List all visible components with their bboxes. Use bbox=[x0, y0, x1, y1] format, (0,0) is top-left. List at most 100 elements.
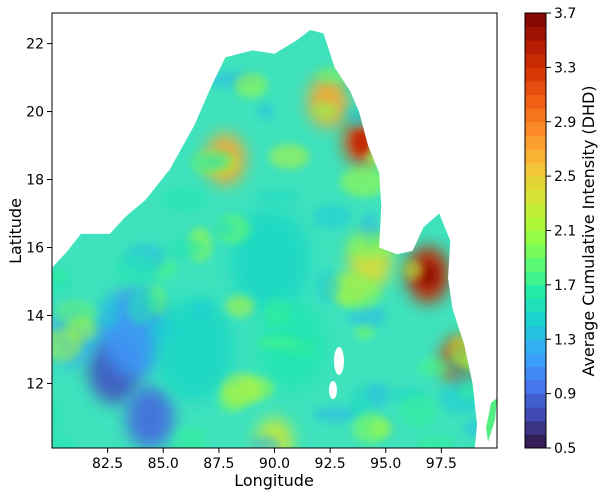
colorbar-band bbox=[525, 284, 546, 299]
intensity-feature bbox=[154, 297, 235, 402]
texture-patch bbox=[348, 386, 372, 421]
texture-patch bbox=[355, 325, 375, 339]
colorbar-band bbox=[525, 325, 546, 340]
colorbar-band bbox=[525, 53, 546, 68]
texture-patch bbox=[52, 268, 68, 284]
texture-patch bbox=[112, 253, 158, 286]
texture-patch bbox=[225, 295, 255, 318]
x-tick-label: 97.5 bbox=[426, 456, 457, 472]
coast-fragment bbox=[486, 398, 497, 442]
x-tick-label: 82.5 bbox=[92, 456, 123, 472]
colorbar-band bbox=[525, 94, 546, 109]
colorbar-tick-label: 1.3 bbox=[554, 332, 576, 348]
texture-patch bbox=[165, 239, 205, 259]
colorbar-tick-label: 3.3 bbox=[554, 60, 576, 76]
colorbar-tick-label: 2.5 bbox=[554, 169, 576, 185]
colorbar-tick-label: 1.7 bbox=[554, 278, 576, 294]
y-axis: 12 14 16 18 20 22 bbox=[26, 37, 52, 392]
texture-patch bbox=[172, 425, 209, 448]
colorbar-band bbox=[525, 434, 546, 449]
colorbar-bands bbox=[525, 13, 546, 449]
texture-patch bbox=[269, 143, 310, 169]
texture-patch bbox=[316, 269, 340, 304]
colorbar-label: Average Cumulative Intensity (DHD) bbox=[579, 85, 598, 376]
texture-patch bbox=[340, 166, 388, 197]
colorbar-band bbox=[525, 216, 546, 231]
texture-patch bbox=[255, 189, 301, 203]
x-tick-label: 90.0 bbox=[259, 456, 290, 472]
colorbar-band bbox=[525, 40, 546, 55]
colorbar-band bbox=[525, 203, 546, 218]
colorbar-band bbox=[525, 121, 546, 136]
nodata-hole bbox=[334, 347, 344, 375]
texture-patch bbox=[257, 104, 275, 119]
colorbar-band bbox=[525, 230, 546, 245]
y-tick-label: 12 bbox=[26, 376, 44, 392]
texture-patch bbox=[257, 336, 298, 349]
intensity-feature bbox=[230, 209, 310, 314]
intensity-feature bbox=[125, 386, 174, 448]
texture-patch bbox=[262, 298, 292, 328]
texture-patch bbox=[312, 204, 352, 229]
colorbar-band bbox=[525, 420, 546, 435]
texture-patch bbox=[52, 434, 76, 448]
y-tick-label: 20 bbox=[26, 105, 44, 121]
colorbar-band bbox=[525, 407, 546, 422]
x-tick-label: 95.0 bbox=[370, 456, 401, 472]
texture-patch bbox=[215, 221, 234, 236]
texture-patch bbox=[66, 316, 96, 342]
texture-patch bbox=[348, 305, 386, 329]
y-tick-label: 14 bbox=[26, 308, 44, 324]
colorbar-band bbox=[525, 393, 546, 408]
texture-patch bbox=[191, 155, 228, 171]
colorbar-band bbox=[525, 271, 546, 286]
texture-patch bbox=[52, 398, 64, 429]
x-tick-label: 92.5 bbox=[315, 456, 346, 472]
nodata-hole bbox=[329, 381, 337, 399]
texture-patch bbox=[415, 433, 456, 448]
texture-patch bbox=[352, 413, 388, 444]
texture-patch bbox=[312, 102, 337, 120]
texture-patch bbox=[234, 72, 268, 99]
colorbar-band bbox=[525, 312, 546, 327]
texture-patch bbox=[403, 260, 424, 281]
colorbar-band bbox=[525, 244, 546, 259]
texture-patch bbox=[464, 419, 477, 438]
x-tick-label: 85.0 bbox=[148, 456, 179, 472]
y-tick-label: 22 bbox=[26, 37, 44, 53]
colorbar-band bbox=[525, 162, 546, 177]
texture-patch bbox=[148, 320, 177, 339]
intensity-feature bbox=[307, 75, 348, 128]
colorbar-band bbox=[525, 189, 546, 204]
y-axis-label: Latitude bbox=[6, 198, 25, 264]
y-tick-label: 18 bbox=[26, 173, 44, 189]
x-axis: 82.5 85.0 87.5 90.0 92.5 95.0 97.5 bbox=[92, 448, 457, 472]
colorbar-band bbox=[525, 257, 546, 272]
colorbar-tick-label: 3.7 bbox=[554, 6, 576, 22]
colorbar-band bbox=[525, 366, 546, 381]
colorbar-band bbox=[525, 13, 546, 27]
colorbar-band bbox=[525, 26, 546, 41]
colorbar-band bbox=[525, 352, 546, 367]
colorbar-band bbox=[525, 339, 546, 354]
texture-patch bbox=[418, 357, 449, 377]
texture-patch bbox=[126, 288, 158, 325]
colorbar-tick-label: 0.9 bbox=[554, 387, 576, 403]
colorbar-band bbox=[525, 135, 546, 150]
colorbar-band bbox=[525, 176, 546, 191]
y-tick-label: 16 bbox=[26, 240, 44, 256]
colorbar-band bbox=[525, 148, 546, 163]
colorbar-band bbox=[525, 380, 546, 395]
texture-patch bbox=[161, 186, 208, 213]
colorbar-band bbox=[525, 67, 546, 82]
colorbar-tick-label: 2.1 bbox=[554, 224, 576, 240]
x-axis-label: Longitude bbox=[234, 471, 314, 490]
texture-patch bbox=[221, 372, 261, 407]
x-tick-label: 87.5 bbox=[203, 456, 234, 472]
texture-patch bbox=[251, 435, 281, 448]
texture-patch bbox=[399, 393, 438, 429]
texture-patch bbox=[101, 295, 119, 329]
intensity-core bbox=[419, 262, 437, 287]
